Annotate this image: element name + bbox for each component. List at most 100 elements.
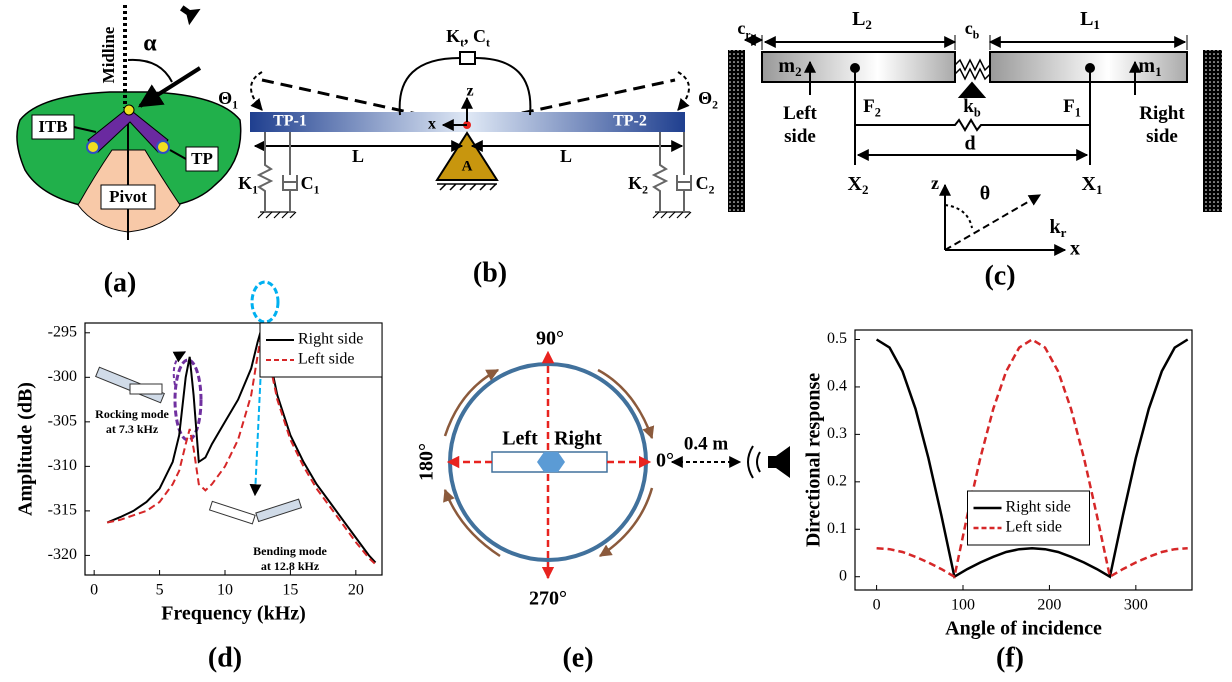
y-tick-label: 0 <box>839 567 847 584</box>
label-part: K <box>446 26 460 46</box>
legend-box <box>967 490 1090 546</box>
label-subscript: 2 <box>642 183 648 196</box>
label-part: K <box>238 173 252 193</box>
label-part: C <box>301 173 314 193</box>
annotation-line: at 12.8 kHz <box>261 559 320 573</box>
label-part: L <box>1080 8 1093 30</box>
y-tick-label: -295 <box>48 323 77 340</box>
data-line <box>876 338 1188 579</box>
label-subscript: t <box>486 36 490 49</box>
data-line <box>106 329 377 566</box>
label-part: c <box>737 18 745 38</box>
panel-label: (d) <box>208 642 242 673</box>
x-tick-label: 10 <box>217 582 233 599</box>
label-line: side <box>784 126 816 147</box>
label: 0.4 m <box>684 433 729 454</box>
x-tick-label: 5 <box>156 582 164 599</box>
label: K1 <box>238 173 258 196</box>
label: 180° <box>416 443 438 481</box>
pivot-label: Pivot <box>109 187 147 206</box>
label-subscript: b <box>974 106 981 120</box>
y-tick-label: 0.3 <box>827 425 847 442</box>
label: K2 <box>628 173 648 196</box>
legend-label: Right side <box>298 331 363 348</box>
label-line: Left <box>783 103 817 124</box>
label-part: F <box>863 96 875 117</box>
label-subscript: r <box>745 28 750 41</box>
label: Left <box>502 428 538 450</box>
label: L <box>352 146 364 166</box>
label: Kt, Ct <box>446 26 490 49</box>
label: X2 <box>848 173 869 197</box>
label: z <box>466 83 473 100</box>
y-tick-label: -320 <box>48 546 77 563</box>
label-subscript: 2 <box>709 183 715 196</box>
x-tick-label: 100 <box>951 597 975 614</box>
legend-label: Left side <box>298 351 354 368</box>
x-tick-label: 0 <box>90 582 98 599</box>
annotation: Bending mode at 12.8 kHz <box>253 544 327 573</box>
label-part: C <box>696 173 709 193</box>
y-axis-label: Amplitude (dB) <box>15 382 37 516</box>
panel-c-drawing <box>728 34 1222 256</box>
y-tick-label: -310 <box>48 457 77 474</box>
label: F1 <box>1063 96 1081 119</box>
label: Right <box>554 428 602 450</box>
panel-label: (c) <box>984 260 1015 291</box>
label-line: Right <box>1139 103 1185 124</box>
panel-label: (e) <box>562 642 593 673</box>
panel-label: (f) <box>996 642 1024 673</box>
label-part: , C <box>464 26 486 46</box>
label: x <box>1070 238 1080 260</box>
label-part: k <box>963 96 974 117</box>
label-subscript: 2 <box>862 182 869 197</box>
label-subscript: t <box>460 36 464 49</box>
panel-d-decorations <box>95 280 303 525</box>
label: Θ1 <box>218 88 238 111</box>
label-part: Θ <box>698 88 712 108</box>
y-tick-label: 0.4 <box>827 378 847 395</box>
angle-label: α <box>143 31 157 57</box>
y-tick-label: 0.5 <box>827 330 847 347</box>
label: C1 <box>301 173 320 196</box>
annotation: Rocking mode at 7.3 kHz <box>95 407 169 436</box>
label-subscript: 1 <box>314 183 320 196</box>
label-subscript: 1 <box>1093 17 1100 32</box>
legend-box <box>259 322 383 378</box>
label-part: c <box>965 18 973 38</box>
label: z <box>931 173 939 193</box>
y-tick-label: -300 <box>48 368 77 385</box>
y-tick-label: 0.2 <box>827 472 847 489</box>
midline-label: Midline <box>99 26 118 83</box>
label-part: X <box>848 173 863 195</box>
label-line: side <box>1146 126 1178 147</box>
label-subscript: 1 <box>1155 64 1162 79</box>
label: A <box>462 158 473 174</box>
label: Θ2 <box>698 88 718 111</box>
label-part: k <box>1050 216 1062 238</box>
label: Right side <box>1139 103 1185 147</box>
label: F2 <box>863 96 881 119</box>
plot-frame <box>854 329 1193 591</box>
label: cb <box>965 18 980 41</box>
label-part: X <box>1082 173 1097 195</box>
label-subscript: b <box>973 28 980 41</box>
x-tick-label: 15 <box>282 582 298 599</box>
label-subscript: 1 <box>232 98 238 111</box>
y-tick-label: -305 <box>48 413 77 430</box>
label: 0° <box>656 450 674 472</box>
x-axis-label: Frequency (kHz) <box>161 603 306 625</box>
x-tick-label: 200 <box>1037 597 1061 614</box>
label-subscript: 2 <box>865 17 872 32</box>
x-axis-label: Angle of incidence <box>945 618 1102 640</box>
label-subscript: 2 <box>712 98 718 111</box>
label: 270° <box>529 588 567 610</box>
label-subscript: 1 <box>1075 106 1081 120</box>
annotation-line: Bending mode <box>253 544 327 558</box>
label: m1 <box>1138 55 1161 79</box>
tp-label: TP <box>191 149 213 168</box>
label-subscript: 1 <box>1096 182 1103 197</box>
label: d <box>964 133 975 155</box>
annotation-line: Rocking mode <box>95 407 169 421</box>
